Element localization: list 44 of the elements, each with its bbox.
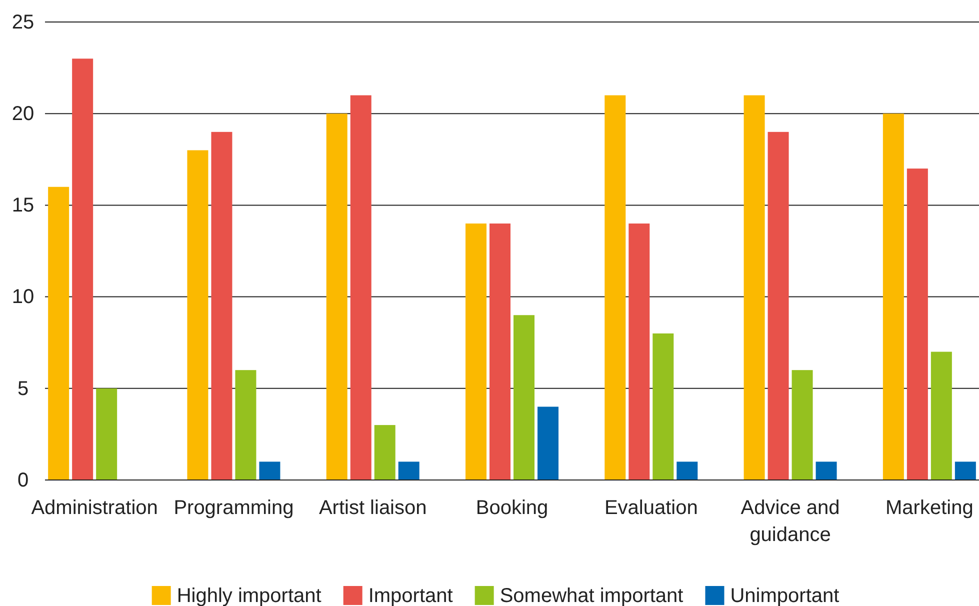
x-tick-label: Administration	[31, 497, 158, 519]
bar	[652, 333, 674, 480]
x-tick-label: Programming	[174, 497, 294, 519]
bar	[211, 132, 232, 480]
legend-label: Somewhat important	[500, 585, 684, 606]
bar	[374, 425, 396, 480]
bar	[187, 150, 208, 480]
bar	[538, 406, 558, 480]
bar	[954, 462, 976, 480]
bar	[72, 58, 94, 480]
legend-label: Unimportant	[730, 585, 840, 606]
bar	[398, 462, 420, 480]
bar	[514, 315, 534, 480]
bar	[816, 462, 837, 480]
bar	[744, 95, 765, 480]
y-tick-label: 10	[12, 286, 34, 308]
bar	[882, 114, 904, 480]
bar	[96, 388, 118, 480]
bar	[326, 114, 348, 480]
legend-label: Important	[368, 585, 454, 606]
bar	[930, 352, 952, 480]
bar	[628, 224, 650, 480]
bar	[676, 462, 698, 480]
x-tick-label: Artist liaison	[318, 497, 427, 519]
y-tick-label: 5	[17, 378, 29, 400]
x-tick-label: Advice and guidance	[740, 497, 840, 546]
y-tick-label: 25	[12, 11, 34, 34]
bar	[792, 370, 813, 480]
y-tick-label: 20	[12, 103, 34, 125]
bar	[490, 224, 510, 480]
bar	[350, 95, 372, 480]
bar	[604, 95, 626, 480]
y-tick-label: 0	[17, 469, 29, 492]
bar	[259, 462, 280, 480]
y-tick-label: 15	[12, 194, 34, 217]
x-tick-label: Booking	[476, 497, 548, 519]
x-tick-label: Marketing	[886, 497, 974, 519]
bar	[768, 132, 789, 480]
bar	[906, 168, 928, 480]
legend-label: Highly important	[176, 585, 322, 606]
x-tick-label: Evaluation	[604, 497, 698, 519]
bar	[48, 186, 70, 480]
bar	[466, 224, 486, 480]
bar	[235, 370, 256, 480]
